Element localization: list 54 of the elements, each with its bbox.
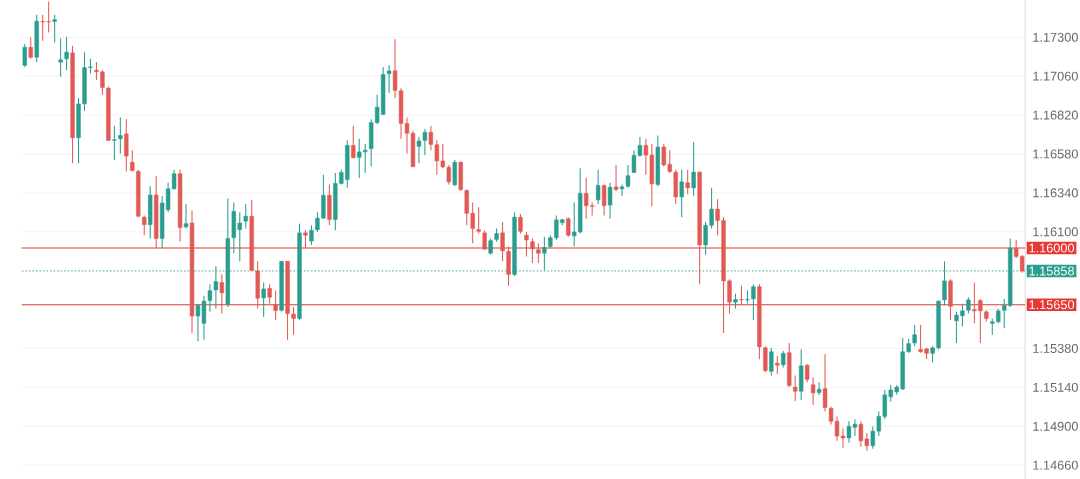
ref-line-label: 1.15650: [1029, 300, 1075, 310]
candlestick: [822, 353, 828, 412]
candlestick: [482, 229, 487, 251]
candlestick: [452, 159, 457, 187]
y-tick-label: 1.16820: [1033, 110, 1078, 120]
candlestick: [243, 203, 248, 229]
candlestick: [64, 36, 69, 71]
candlestick: [58, 37, 63, 78]
candlestick: [679, 169, 684, 218]
candlestick: [816, 381, 822, 396]
candlestick: [506, 245, 511, 287]
candlestick: [112, 125, 117, 161]
candlestick: [273, 290, 278, 321]
y-tick-label: 1.15140: [1033, 382, 1078, 392]
y-tick-label: 1.15380: [1033, 343, 1078, 353]
candlestick: [739, 285, 744, 306]
y-tick-label: 1.16580: [1033, 149, 1078, 159]
candlestick: [769, 347, 774, 377]
candlestick: [601, 183, 607, 217]
candlestick: [518, 213, 523, 235]
candlestick: [476, 206, 481, 235]
y-tick-label: 1.14660: [1033, 460, 1078, 470]
y-tick-label: 1.16100: [1033, 227, 1078, 237]
candlestick: [793, 374, 798, 402]
candlestick: [685, 169, 690, 195]
candlestick: [595, 169, 601, 205]
candlestick: [124, 118, 129, 172]
candlestick: [530, 237, 535, 264]
candlestick: [536, 242, 541, 264]
candlestick: [691, 141, 696, 197]
candlestick: [28, 37, 33, 60]
candlestick: [267, 283, 272, 305]
y-tick-label: 1.17300: [1033, 32, 1078, 42]
y-tick-label: 1.14900: [1033, 421, 1078, 431]
candlestick: [183, 203, 189, 229]
candlestick: [524, 231, 529, 257]
candlestick: [566, 216, 571, 238]
candlestick: [500, 221, 505, 262]
candlestick: [219, 273, 225, 314]
candlestick: [142, 214, 147, 236]
candlestick: [613, 164, 619, 192]
y-tick-label: 1.16340: [1033, 188, 1078, 198]
candlestick: [309, 224, 314, 246]
candlestick: [118, 116, 123, 154]
ref-line-label: 1.16000: [1029, 243, 1075, 253]
candlestick: [386, 64, 392, 94]
candlestick: [607, 182, 613, 220]
y-tick-label: 1.17060: [1033, 71, 1078, 81]
ref-line-label: 1.15858: [1029, 266, 1075, 276]
candlestick: [810, 376, 816, 406]
candlestick: [261, 281, 266, 318]
candlestick: [52, 14, 57, 43]
candlestick: [351, 125, 356, 159]
candlestick: [22, 43, 27, 68]
